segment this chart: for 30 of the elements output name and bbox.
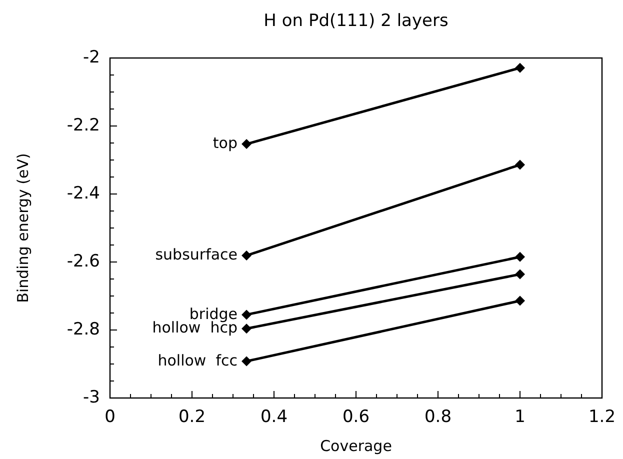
point: [242, 356, 252, 366]
series-label: bridge: [189, 304, 238, 323]
x-tick-label: 0: [104, 407, 116, 427]
point: [242, 310, 252, 320]
point: [515, 160, 525, 170]
series-label: subsurface: [155, 246, 238, 264]
series-label: top: [212, 134, 238, 152]
y-tick-label: -2: [83, 48, 100, 68]
x-tick-label: 0.4: [260, 407, 288, 427]
y-tick-label: -2.8: [66, 320, 100, 340]
y-tick-label: -2.4: [66, 184, 100, 204]
point: [515, 269, 525, 280]
chart-title: H on Pd(111) 2 layers: [264, 11, 448, 31]
point: [242, 250, 252, 261]
point: [242, 139, 252, 150]
x-tick-label: 1.2: [588, 407, 616, 427]
x-tick-label: 0.6: [342, 407, 370, 427]
y-axis-title: Binding energy (eV): [14, 153, 32, 303]
point: [515, 62, 525, 73]
point: [515, 296, 525, 306]
y-tick-label: -3: [83, 388, 100, 408]
x-tick-label: 0.8: [424, 407, 452, 427]
y-tick-label: -2.2: [66, 116, 100, 136]
series-label: hollow fcc: [158, 351, 238, 370]
x-tick-label: 0.2: [178, 407, 206, 427]
x-axis-title: Coverage: [320, 437, 392, 455]
x-tick-label: 1: [514, 407, 526, 427]
point: [515, 252, 525, 262]
y-tick-label: -2.6: [66, 252, 100, 272]
point: [242, 324, 252, 334]
